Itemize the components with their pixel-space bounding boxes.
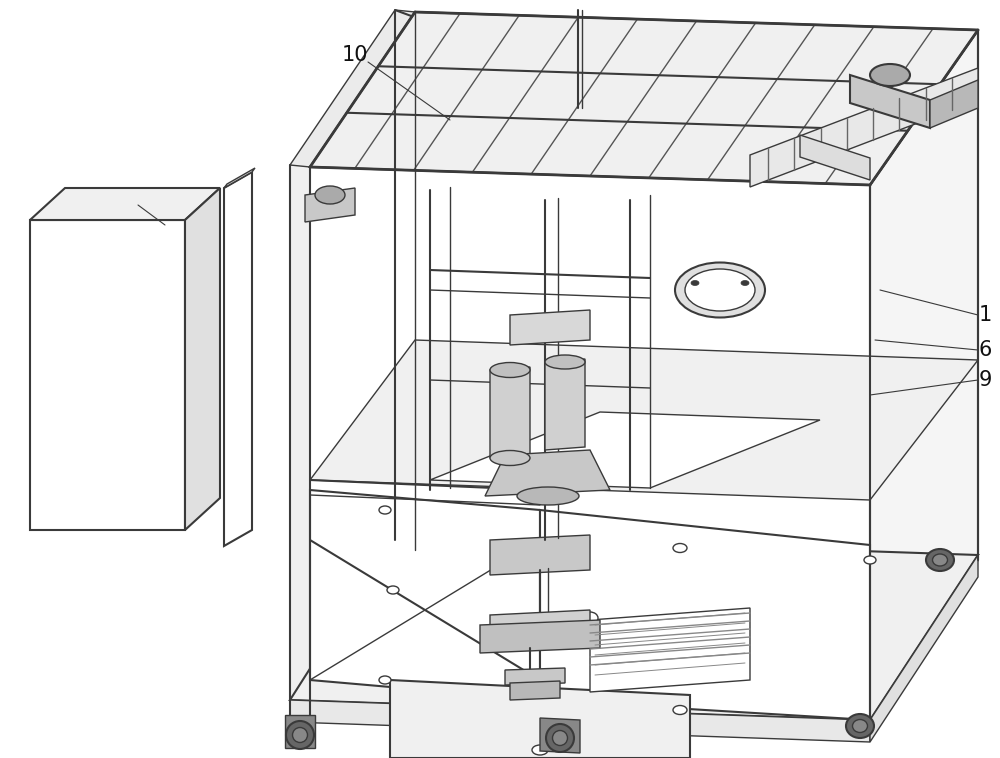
- Polygon shape: [395, 10, 870, 185]
- Polygon shape: [510, 681, 560, 700]
- Polygon shape: [490, 535, 590, 575]
- Polygon shape: [540, 718, 580, 753]
- Ellipse shape: [292, 728, 308, 743]
- Polygon shape: [540, 510, 870, 720]
- Polygon shape: [485, 450, 610, 496]
- Ellipse shape: [673, 706, 687, 715]
- Polygon shape: [185, 188, 220, 530]
- Polygon shape: [870, 30, 978, 720]
- Polygon shape: [310, 490, 540, 700]
- Polygon shape: [290, 535, 978, 720]
- Ellipse shape: [870, 64, 910, 86]
- Ellipse shape: [552, 731, 568, 746]
- Polygon shape: [850, 75, 930, 128]
- Ellipse shape: [852, 719, 868, 732]
- Polygon shape: [30, 220, 185, 530]
- Ellipse shape: [685, 269, 755, 311]
- Polygon shape: [510, 310, 590, 345]
- Text: 9: 9: [978, 370, 992, 390]
- Polygon shape: [224, 172, 252, 546]
- Ellipse shape: [315, 186, 345, 204]
- Text: 10: 10: [342, 45, 368, 65]
- Ellipse shape: [387, 586, 399, 594]
- Polygon shape: [30, 188, 220, 220]
- Ellipse shape: [864, 556, 876, 564]
- Polygon shape: [310, 340, 978, 500]
- Polygon shape: [290, 700, 870, 742]
- Polygon shape: [290, 160, 310, 725]
- Polygon shape: [290, 10, 415, 167]
- Ellipse shape: [379, 506, 391, 514]
- Ellipse shape: [517, 487, 579, 505]
- Polygon shape: [590, 608, 750, 692]
- Polygon shape: [390, 680, 690, 758]
- Ellipse shape: [532, 745, 548, 755]
- Polygon shape: [505, 668, 565, 685]
- Text: 6: 6: [978, 340, 992, 360]
- Polygon shape: [310, 12, 978, 185]
- Polygon shape: [750, 68, 978, 187]
- Text: 1: 1: [978, 305, 992, 325]
- Polygon shape: [800, 135, 870, 180]
- Ellipse shape: [741, 280, 749, 286]
- Ellipse shape: [673, 543, 687, 553]
- Ellipse shape: [582, 612, 598, 624]
- Polygon shape: [224, 168, 255, 188]
- Polygon shape: [285, 715, 315, 748]
- Polygon shape: [490, 367, 530, 458]
- Ellipse shape: [675, 262, 765, 318]
- Polygon shape: [480, 620, 600, 653]
- Polygon shape: [870, 555, 978, 742]
- Ellipse shape: [546, 724, 574, 752]
- Ellipse shape: [691, 280, 699, 286]
- Text: 11: 11: [125, 188, 151, 208]
- Polygon shape: [490, 610, 590, 640]
- Polygon shape: [545, 359, 585, 450]
- Ellipse shape: [932, 554, 948, 566]
- Ellipse shape: [490, 362, 530, 377]
- Ellipse shape: [846, 714, 874, 738]
- Ellipse shape: [490, 450, 530, 465]
- Polygon shape: [430, 412, 820, 488]
- Polygon shape: [930, 80, 978, 128]
- Ellipse shape: [926, 549, 954, 571]
- Polygon shape: [305, 188, 355, 222]
- Ellipse shape: [545, 355, 585, 369]
- Ellipse shape: [286, 721, 314, 749]
- Ellipse shape: [379, 676, 391, 684]
